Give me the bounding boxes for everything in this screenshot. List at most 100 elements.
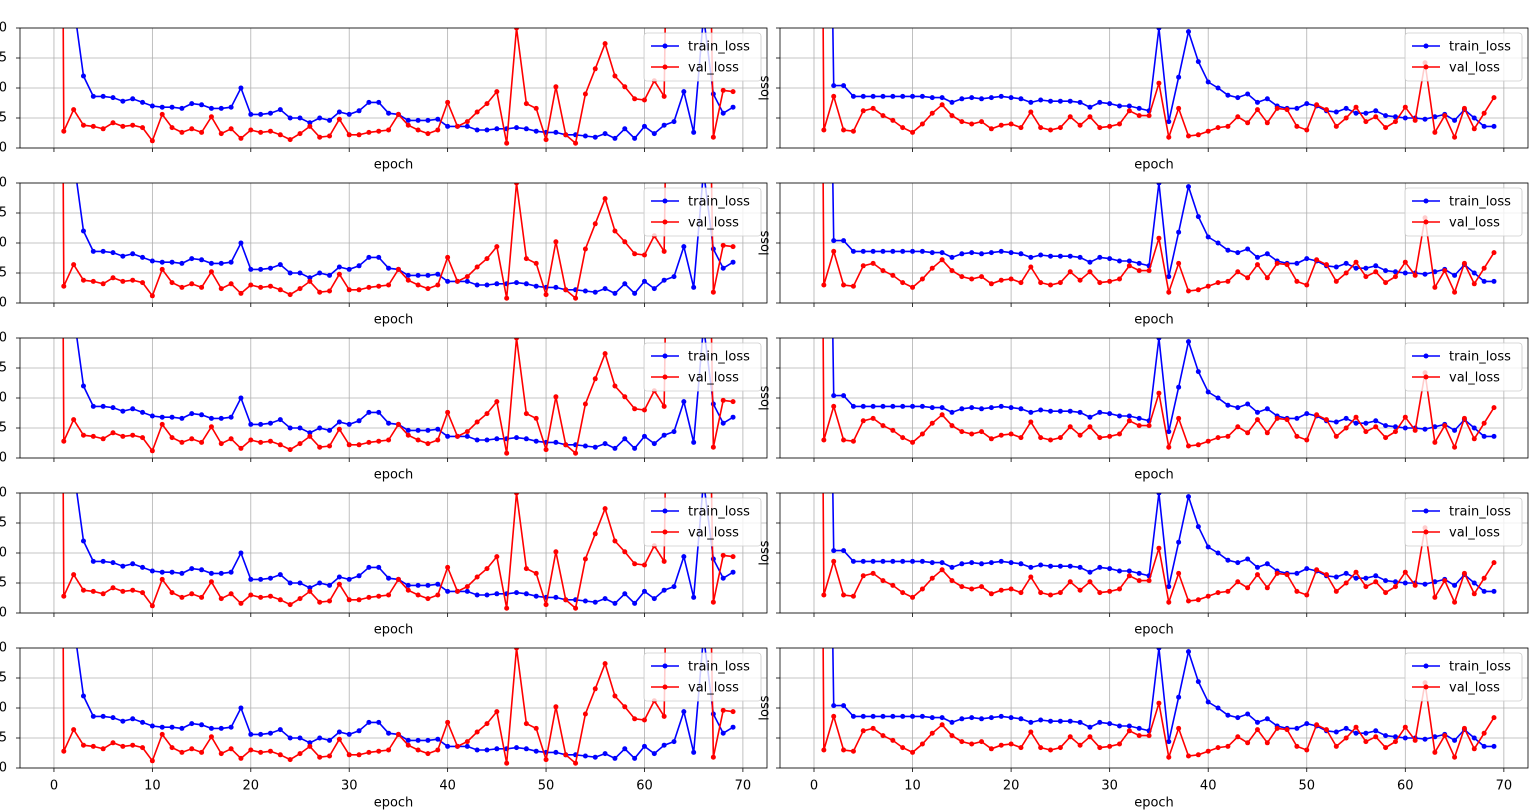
data-point xyxy=(1402,115,1408,121)
data-point xyxy=(671,274,677,280)
data-point xyxy=(582,91,588,97)
data-point xyxy=(454,278,460,284)
data-point xyxy=(890,713,896,719)
data-point xyxy=(474,127,480,133)
data-point xyxy=(919,431,925,437)
data-point xyxy=(1176,105,1182,111)
data-point xyxy=(208,260,214,266)
x-axis-label: epoch xyxy=(1134,313,1174,328)
y-axis-label: loss xyxy=(758,540,773,565)
data-point xyxy=(1225,433,1231,439)
data-point xyxy=(1067,114,1073,120)
data-point xyxy=(523,436,529,442)
data-point xyxy=(919,93,925,99)
data-point xyxy=(464,278,470,284)
data-point xyxy=(850,438,856,444)
data-point xyxy=(386,265,392,271)
data-point xyxy=(415,437,421,443)
data-point xyxy=(720,420,726,426)
data-point xyxy=(553,239,559,245)
data-point xyxy=(1452,754,1458,760)
data-point xyxy=(149,413,155,419)
data-point xyxy=(1117,741,1123,747)
data-point xyxy=(199,284,205,290)
data-point xyxy=(701,169,706,174)
data-point xyxy=(435,592,441,598)
data-point xyxy=(1264,120,1270,126)
data-point xyxy=(376,564,382,570)
data-point xyxy=(1225,743,1231,749)
data-point xyxy=(1077,99,1083,105)
data-point xyxy=(632,96,638,102)
data-point xyxy=(415,117,421,123)
data-point xyxy=(1235,405,1241,411)
data-point xyxy=(277,442,283,448)
data-point xyxy=(336,574,342,580)
data-point xyxy=(248,282,254,288)
data-point xyxy=(1353,104,1359,110)
y-tick-label: 1.00 xyxy=(0,176,7,191)
data-point xyxy=(1126,418,1132,424)
data-point xyxy=(159,731,165,737)
data-point xyxy=(130,742,136,748)
data-point xyxy=(661,248,667,254)
x-tick-label: 0 xyxy=(810,779,818,794)
legend-marker xyxy=(662,198,668,204)
legend-marker xyxy=(1423,64,1429,70)
data-point xyxy=(641,252,647,258)
data-point xyxy=(1235,269,1241,275)
data-point xyxy=(169,280,175,286)
data-point xyxy=(130,432,136,438)
data-point xyxy=(1087,724,1093,730)
data-point xyxy=(890,582,896,588)
data-point xyxy=(1383,268,1389,274)
data-point xyxy=(553,129,559,135)
data-point xyxy=(900,93,906,99)
legend-marker xyxy=(1423,508,1429,514)
data-point xyxy=(959,716,965,722)
data-point xyxy=(140,564,146,570)
data-point xyxy=(1333,264,1339,270)
data-point xyxy=(681,244,687,250)
data-point xyxy=(169,104,175,110)
data-point xyxy=(464,739,470,745)
data-point xyxy=(1008,715,1014,721)
data-point xyxy=(366,564,372,570)
data-point xyxy=(464,433,470,439)
data-point xyxy=(179,725,185,731)
x-tick-label: 20 xyxy=(243,779,260,794)
data-point xyxy=(71,262,77,268)
data-point xyxy=(1442,423,1448,429)
data-point xyxy=(959,739,965,745)
data-point xyxy=(969,405,975,411)
axes-frame xyxy=(779,182,1529,304)
data-point xyxy=(671,584,677,590)
data-point xyxy=(622,591,628,597)
data-point xyxy=(1235,579,1241,585)
data-point xyxy=(1048,127,1054,133)
data-point xyxy=(1057,745,1063,751)
data-point xyxy=(1323,262,1329,268)
data-point xyxy=(1353,575,1359,581)
data-point xyxy=(582,401,588,407)
data-point xyxy=(850,558,856,564)
data-point xyxy=(1343,270,1349,276)
y-axis-label: loss xyxy=(758,385,773,410)
data-point xyxy=(1245,246,1251,252)
data-point xyxy=(80,277,86,283)
data-point xyxy=(258,266,264,272)
data-point xyxy=(720,707,726,713)
data-point xyxy=(1117,723,1123,729)
data-point xyxy=(841,282,847,288)
data-point xyxy=(860,108,866,114)
data-point xyxy=(1195,597,1201,603)
data-point xyxy=(1314,722,1320,728)
data-point xyxy=(1156,390,1162,396)
data-point xyxy=(730,89,736,95)
data-point xyxy=(1225,557,1231,563)
data-point xyxy=(1363,584,1369,590)
data-point xyxy=(1176,260,1182,266)
data-point xyxy=(900,590,906,596)
data-point xyxy=(1028,254,1034,260)
data-point xyxy=(1353,259,1359,265)
